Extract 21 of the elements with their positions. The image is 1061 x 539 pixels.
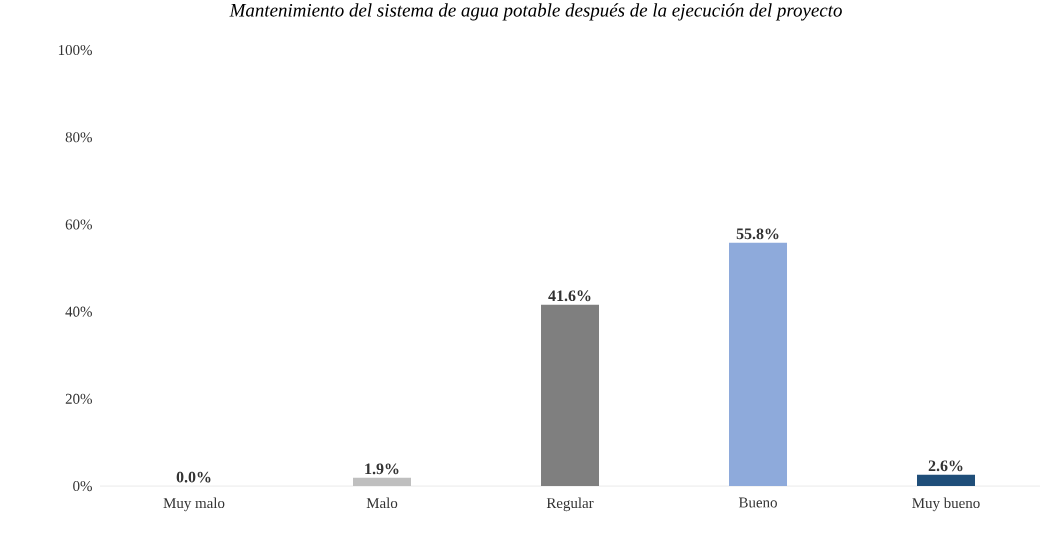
x-tick-label: Muy malo — [163, 497, 225, 512]
y-tick-label: 40% — [65, 306, 92, 317]
data-label: 1.9% — [365, 463, 399, 475]
y-tick-label: 20% — [65, 393, 92, 404]
bar — [541, 304, 600, 487]
x-tick-label: Bueno — [738, 497, 777, 508]
data-label: 0.0% — [176, 471, 211, 483]
bar — [729, 242, 788, 487]
data-label: 41.6% — [548, 290, 591, 302]
data-label: 2.6% — [928, 460, 963, 472]
y-tick-label: 80% — [65, 132, 92, 143]
x-tick-label: Malo — [366, 497, 398, 509]
bar — [917, 474, 976, 487]
y-tick-label: 0% — [73, 480, 92, 492]
x-tick-label: Regular — [546, 497, 594, 512]
data-label: 55.8% — [736, 228, 779, 240]
x-tick-label: Muy bueno — [912, 497, 980, 512]
chart-title: Mantenimiento del sistema de agua potable después de la ejecución del proyecto — [229, 3, 842, 21]
y-tick-label: 100% — [58, 44, 92, 56]
bar — [353, 477, 412, 487]
y-tick-label: 60% — [65, 219, 92, 230]
